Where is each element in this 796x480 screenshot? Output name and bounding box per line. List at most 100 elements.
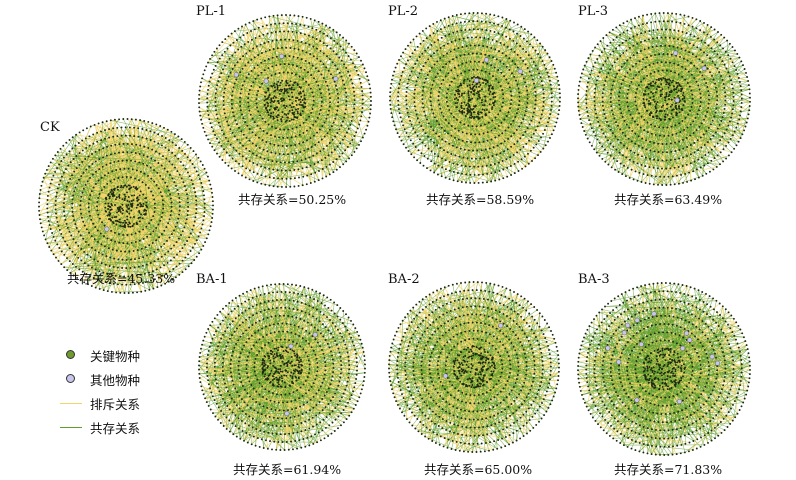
species-node [97, 251, 100, 254]
species-node [156, 248, 159, 251]
negative-edge [408, 129, 554, 138]
species-node [143, 272, 146, 275]
species-node [74, 144, 77, 147]
species-node [351, 138, 354, 141]
species-node [85, 168, 88, 171]
species-node [264, 91, 267, 94]
species-node [336, 88, 338, 91]
species-node [156, 286, 159, 289]
species-node [71, 210, 74, 213]
species-node [71, 198, 74, 201]
species-node [285, 89, 288, 92]
species-node [311, 27, 314, 30]
species-node [261, 25, 264, 28]
species-node [276, 169, 279, 172]
species-node [272, 185, 275, 188]
species-node [68, 138, 71, 141]
species-node [48, 246, 51, 248]
species-node [149, 233, 152, 236]
species-node [164, 282, 167, 285]
species-node [125, 185, 128, 188]
species-node [171, 141, 174, 144]
species-node [273, 82, 276, 85]
species-node [192, 150, 195, 153]
species-node [255, 144, 258, 147]
species-node [177, 192, 180, 195]
species-node [214, 134, 216, 136]
species-node [129, 258, 132, 261]
species-node [152, 230, 155, 233]
species-node [322, 32, 325, 35]
species-node [200, 182, 203, 184]
species-node [143, 209, 146, 212]
species-node [203, 215, 206, 218]
species-node [215, 109, 217, 112]
species-node [254, 77, 257, 80]
positive-edge [216, 23, 280, 115]
species-node [197, 235, 200, 238]
positive-edge [97, 122, 103, 242]
species-node [55, 256, 57, 259]
species-node [293, 177, 296, 180]
species-node [129, 283, 132, 286]
species-node [44, 238, 47, 241]
positive-edge [72, 148, 121, 277]
species-node [94, 249, 97, 252]
species-node [239, 109, 242, 112]
species-node [108, 136, 111, 139]
species-node [71, 136, 74, 139]
species-node [243, 80, 246, 83]
species-node [98, 158, 101, 161]
species-node [65, 185, 68, 188]
negative-edge [308, 35, 359, 76]
species-node [144, 289, 147, 292]
species-node [273, 143, 276, 146]
species-node [94, 170, 97, 173]
species-node [307, 83, 310, 86]
species-node [291, 152, 294, 155]
species-node [223, 108, 226, 111]
species-node [199, 231, 202, 234]
species-node [149, 262, 152, 264]
positive-edge [511, 99, 541, 119]
species-node [64, 189, 67, 192]
species-node [241, 174, 243, 177]
species-node [96, 201, 99, 204]
species-node [327, 88, 330, 91]
species-node [151, 270, 154, 273]
species-node [237, 48, 240, 51]
negative-edge [238, 33, 268, 164]
species-node [174, 225, 177, 228]
species-node [227, 35, 230, 38]
species-node [183, 185, 186, 188]
negative-edge [471, 75, 505, 159]
negative-edge [182, 192, 196, 273]
negative-edge [465, 29, 492, 49]
species-node [335, 53, 338, 56]
species-node [224, 83, 227, 86]
species-node [146, 206, 149, 208]
species-node [309, 17, 312, 20]
species-node [190, 179, 193, 182]
species-node [203, 206, 206, 209]
species-node [207, 88, 209, 91]
species-node [215, 88, 218, 91]
species-node [176, 221, 179, 224]
species-node [311, 64, 314, 67]
species-node [217, 80, 220, 83]
species-node [367, 120, 370, 123]
species-node [344, 135, 346, 138]
positive-edge [408, 111, 461, 137]
species-node [149, 139, 152, 141]
species-node [265, 141, 268, 143]
species-node [142, 237, 145, 240]
species-node [229, 143, 232, 146]
species-node [203, 198, 206, 201]
species-node [113, 152, 116, 155]
species-node [204, 241, 207, 244]
species-node [67, 164, 70, 167]
species-node [223, 50, 226, 53]
species-node [248, 109, 251, 112]
species-node [317, 70, 320, 73]
positive-edge [242, 58, 302, 86]
